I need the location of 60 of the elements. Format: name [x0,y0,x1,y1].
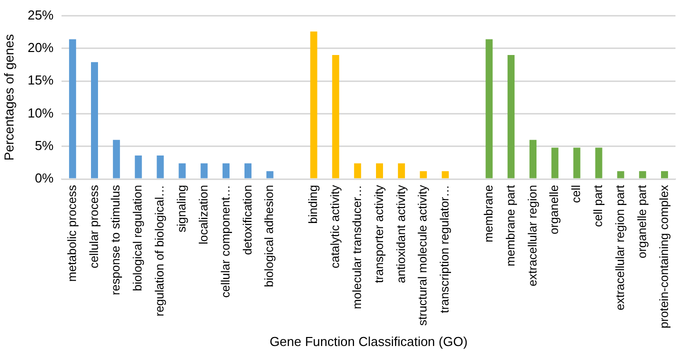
x-tick-label: response to stimulus [108,185,123,296]
bar [200,163,208,178]
bar [156,156,164,178]
x-tick-label: binding [306,185,320,224]
x-tick-label: detoxification [240,185,254,256]
bar [661,171,668,178]
x-tick-label: membrane [481,184,496,242]
x-tick-label: cell part [591,184,606,228]
x-tick-label: cell [569,185,584,204]
bar [420,171,427,178]
bar [639,171,646,178]
bar [178,163,186,178]
x-tick-label: localization [196,185,210,244]
bar [354,163,362,178]
y-axis-title: Percentages of genes [1,34,16,161]
bar [573,148,580,178]
x-tick-label: antioxidant activity [394,185,408,284]
x-tick-label: structural molecule activity [416,185,430,326]
bar [398,163,405,178]
y-tick-label: 10% [28,105,54,120]
x-tick-label: signaling [174,185,189,232]
bar [222,163,230,178]
bar [617,171,624,178]
x-tick-label: catalytic activity [328,185,342,268]
x-tick-label: biological regulation [130,185,145,292]
x-axis-title: Gene Function Classification (GO) [270,334,468,349]
x-tick-label: transcription regulator… [438,185,452,314]
x-tick-label: biological adhesion [262,185,276,288]
bar [134,156,142,178]
x-tick-label: metabolic process [64,185,79,282]
x-tick-label: extracellular region part [612,184,627,310]
y-tick-label: 0% [34,170,54,186]
x-tick-label: molecular transducer… [350,185,364,310]
bar [244,163,252,178]
y-tick-label: 25% [28,7,54,22]
bar [486,39,493,178]
y-tick-label: 5% [34,138,54,153]
y-tick-label: 15% [28,72,54,88]
x-tick-label: protein-containing complex [656,185,671,328]
bar [310,31,318,178]
x-tick-label: cellular process [86,185,101,268]
x-tick-label: organelle part [634,184,649,258]
y-tick-label: 20% [28,40,54,56]
x-tick-label: organelle [547,184,562,234]
bar [508,54,515,178]
bar [551,148,558,178]
x-tick-label: extracellular region [525,185,540,286]
bar [442,171,449,178]
bar [595,148,602,178]
x-tick-label: transporter activity [372,185,386,284]
bar [332,54,340,178]
bar [69,39,76,178]
x-tick-label: membrane part [503,184,518,266]
bar [376,163,384,178]
x-tick-label: regulation of biological… [152,185,167,316]
bar [529,140,536,178]
x-tick-label: cellular component… [218,185,232,298]
bar [90,62,98,178]
bar [266,171,274,178]
bar [112,140,120,178]
